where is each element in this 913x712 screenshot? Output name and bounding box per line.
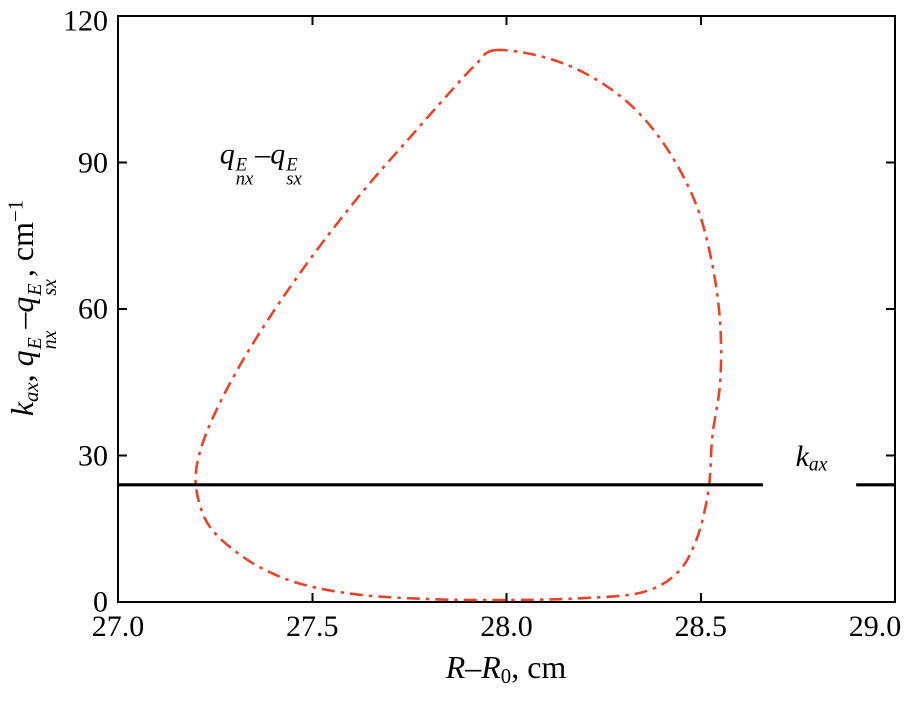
kax-label: kax [795,439,828,476]
x-tick-label: 27.5 [286,610,339,643]
y-tick-label: 30 [78,439,108,472]
y-tick-label: 60 [78,292,108,326]
x-tick-label: 28.5 [674,610,728,643]
y-tick-label: 120 [63,4,108,38]
x-tick-label: 27.0 [91,610,145,643]
plot-frame [117,15,896,603]
y-tick-label: 0 [93,585,108,619]
y-tick-label: 90 [78,146,108,179]
qdiff-loop [194,48,723,602]
x-tick-label: 29.0 [848,610,902,643]
x-axis-label: R–R0, cm [445,649,567,689]
x-tick-label: 28.0 [480,610,533,643]
